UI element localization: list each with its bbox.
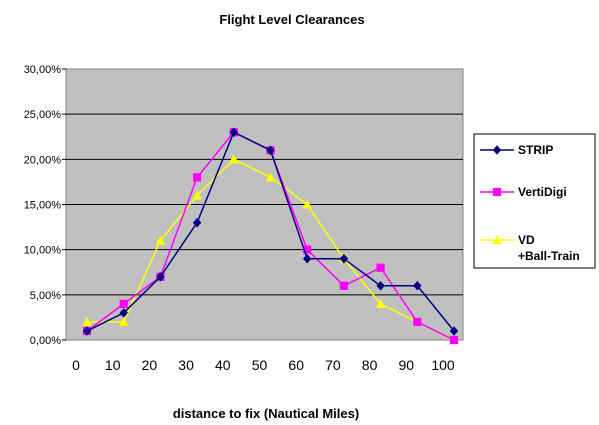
series-1 [82, 127, 459, 336]
legend-item: VertiDigi [480, 185, 567, 199]
x-tick-label: 0 [72, 357, 80, 373]
x-tick-label: 10 [105, 357, 121, 373]
data-point [266, 145, 275, 156]
x-tick-label: 80 [362, 357, 378, 373]
data-point [155, 235, 166, 245]
legend-marker [492, 187, 502, 197]
y-tick-label: 5,00% [30, 290, 61, 302]
chart-title: Flight Level Clearances [219, 12, 364, 27]
data-point [449, 335, 459, 345]
data-point [303, 253, 312, 264]
data-point [192, 190, 202, 200]
data-point [376, 263, 385, 272]
data-point [229, 127, 239, 137]
x-tick-label: 60 [288, 357, 304, 373]
data-point [339, 253, 349, 264]
legend-label: STRIP [518, 143, 553, 157]
x-axis-label: distance to fix (Nautical Miles) [173, 406, 359, 421]
series-group [82, 127, 459, 345]
legend-item: STRIP [480, 143, 553, 157]
legend-label: +Ball-Train [518, 249, 580, 263]
data-point [339, 281, 349, 290]
data-point [265, 172, 276, 182]
data-point [119, 308, 128, 318]
x-tick-label: 100 [431, 357, 455, 373]
y-tick-label: 20,00% [24, 154, 62, 166]
legend-box [473, 133, 596, 269]
x-tick-label: 50 [252, 357, 268, 373]
y-tick-label: 15,00% [24, 200, 62, 212]
data-point [413, 281, 422, 291]
data-point [376, 281, 385, 291]
y-tick-label: 10,00% [24, 245, 62, 257]
legend-marker [492, 235, 502, 245]
legend-item: VD +Ball-Train [480, 233, 580, 263]
data-point [375, 298, 386, 308]
x-tick-label: 90 [399, 357, 415, 373]
data-point [118, 316, 129, 327]
data-point [413, 317, 422, 327]
data-point [119, 299, 128, 308]
x-tick-label: 30 [178, 357, 194, 373]
legend-label: VertiDigi [518, 185, 567, 199]
gridlines [66, 113, 463, 296]
x-tick-label: 40 [215, 357, 231, 373]
data-point [449, 326, 459, 336]
y-axis-ticks: 0,00% 5,00% 10,00% 15,00% 20,00% 25,00% 30,00% [24, 64, 66, 347]
y-tick-label: 25,00% [24, 109, 62, 121]
y-tick-label: 30,00% [24, 64, 62, 76]
data-point [82, 316, 92, 327]
data-point [302, 199, 313, 209]
x-tick-label: 20 [142, 357, 158, 373]
legend: STRIP VertiDigi VD +Ball-Train [473, 133, 596, 269]
data-point [229, 154, 239, 164]
data-point [82, 326, 92, 336]
x-tick-label: 70 [325, 357, 341, 373]
x-axis-ticks: 0 10 20 30 40 50 60 70 80 90 100 [72, 357, 455, 373]
data-point [192, 217, 202, 228]
legend-label: VD [518, 233, 535, 247]
legend-marker [492, 145, 502, 155]
data-point [193, 173, 202, 182]
data-point [156, 272, 165, 282]
y-tick-label: 0,00% [30, 335, 61, 347]
